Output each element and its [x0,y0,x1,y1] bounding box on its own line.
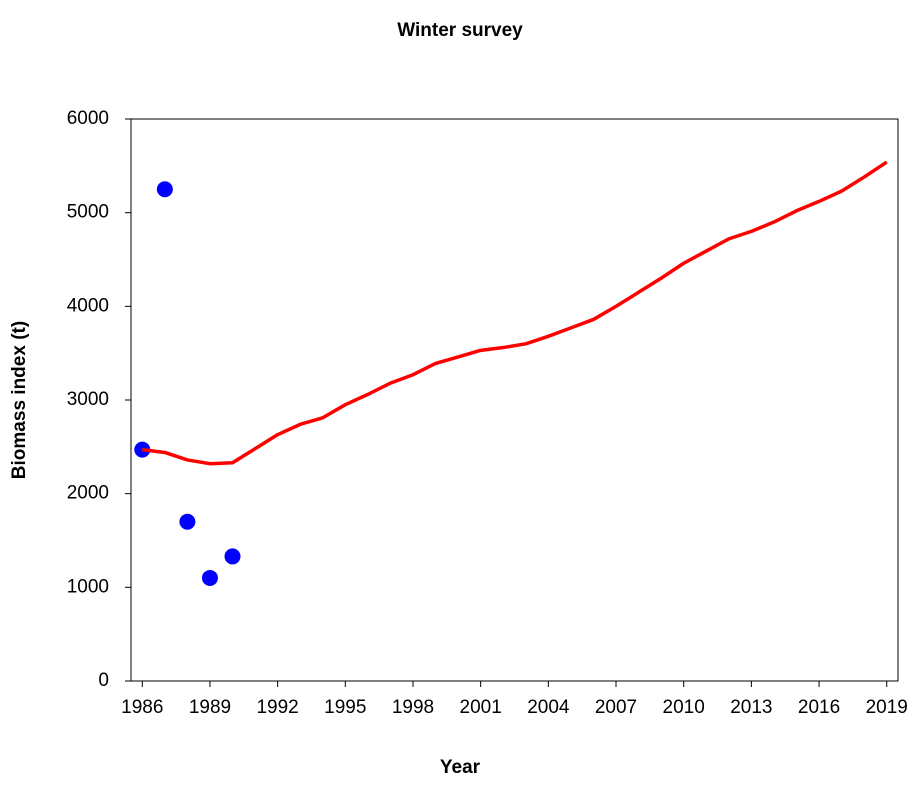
y-tick-label: 3000 [67,389,109,410]
x-tick-label: 2016 [798,697,840,718]
x-tick-label: 2019 [866,697,908,718]
x-tick-label: 2013 [730,697,772,718]
plot-frame [130,118,899,682]
y-tick-label: 0 [98,670,109,691]
y-tick-label: 2000 [67,483,109,504]
y-tick-label: 6000 [67,108,109,129]
x-tick-label: 1986 [121,697,163,718]
x-axis-label: Year [440,757,481,778]
data-point [201,569,218,586]
y-tick-label: 5000 [67,202,109,223]
x-tick-label: 2010 [663,697,705,718]
x-tick-label: 1998 [392,697,434,718]
data-point [179,513,196,530]
x-tick-label: 2007 [595,697,637,718]
y-tick-label: 1000 [67,576,109,597]
x-tick-label: 2004 [527,697,570,718]
x-tick-label: 1989 [189,697,231,718]
x-tick-label: 1995 [324,697,366,718]
data-point [156,181,173,198]
chart-title: Winter survey [397,20,523,41]
series-line [142,160,888,466]
y-axis-label: Biomass index (t) [9,321,30,479]
data-point [224,548,241,565]
y-tick-label: 4000 [67,295,109,316]
x-tick-label: 1992 [256,697,298,718]
x-tick-label: 2001 [460,697,502,718]
